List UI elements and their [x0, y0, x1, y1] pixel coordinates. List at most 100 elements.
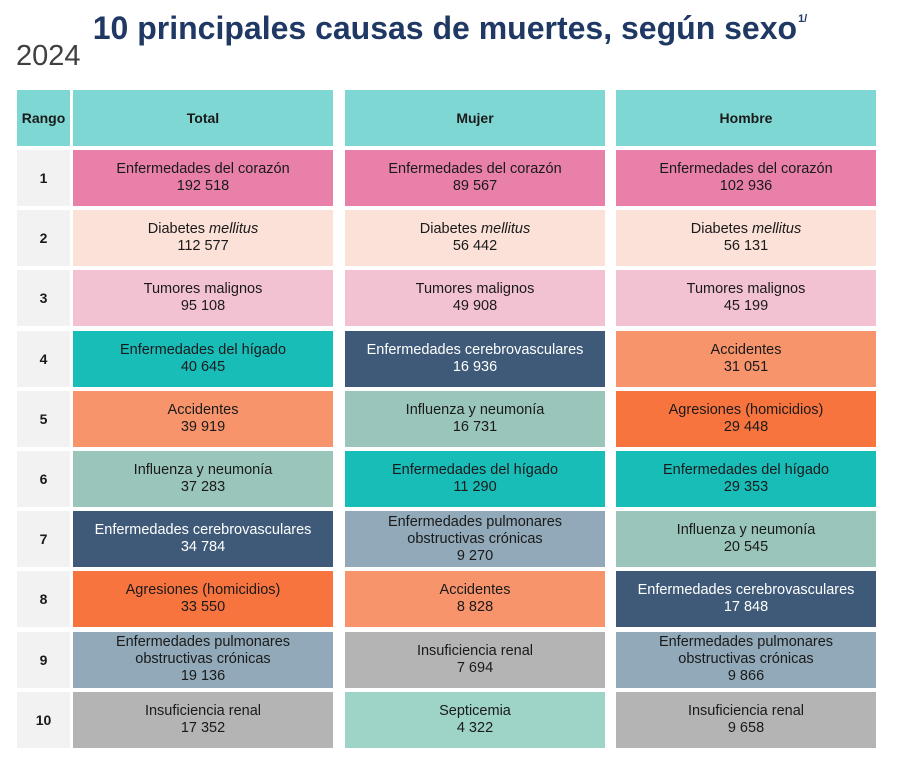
cause-value: 31 051 [723, 358, 769, 375]
cause-name-line2: obstructivas crónicas [135, 651, 271, 668]
header-total: Total [73, 90, 333, 146]
cause-name: Enfermedades del corazón [116, 161, 290, 177]
cause-value: 20 545 [723, 539, 769, 556]
cause-name: Enfermedades del corazón [659, 161, 833, 177]
cause-value: 17 848 [723, 599, 769, 616]
cause-name: Tumores malignos [143, 281, 263, 298]
rank-cell: 10 [17, 691, 70, 748]
cause-value: 9 658 [727, 719, 765, 736]
cause-value: 17 352 [180, 719, 226, 736]
cause-value: 89 567 [452, 178, 498, 194]
cause-name: Septicemia [439, 702, 511, 719]
cause-cell-total: Accidentes 39 919 [73, 390, 333, 447]
cause-cell-hombre: Tumores malignos 45 199 [616, 270, 876, 327]
cause-value: 56 442 [452, 238, 498, 255]
chart-year: 2024 [16, 40, 81, 72]
cause-value: 95 108 [180, 298, 226, 315]
rank-cell: 3 [17, 270, 70, 327]
rank-cell: 8 [17, 571, 70, 628]
cause-value: 29 448 [723, 418, 769, 435]
cause-name: Enfermedades del corazón [388, 161, 562, 177]
cause-value: 4 322 [456, 719, 494, 736]
rank-cell: 2 [17, 210, 70, 267]
cause-name: Enfermedades del hígado [119, 341, 287, 358]
cause-name: Enfermedades pulmonares [658, 634, 834, 651]
cause-cell-total: Enfermedades cerebrovasculares 34 784 [73, 511, 333, 568]
cause-cell-hombre: Enfermedades del corazón 102 936 [616, 150, 876, 206]
cause-name-italic: mellitus [752, 221, 802, 238]
cause-name: Influenza y neumonía [405, 401, 545, 418]
cause-value: 39 919 [180, 418, 226, 435]
rank-cell: 1 [17, 150, 70, 206]
cause-name: Enfermedades cerebrovasculares [366, 341, 584, 358]
cause-cell-mujer: Septicemia 4 322 [345, 691, 605, 748]
cause-name: Agresiones (homicidios) [125, 582, 281, 599]
cause-name: Diabetes mellitus [419, 221, 531, 238]
cause-name: Diabetes mellitus [147, 221, 259, 238]
cause-cell-mujer: Influenza y neumonía 16 731 [345, 390, 605, 447]
cause-value: 102 936 [719, 178, 773, 194]
cause-cell-total: Influenza y neumonía 37 283 [73, 451, 333, 507]
cause-value: 40 645 [180, 358, 226, 375]
cause-value: 49 908 [452, 298, 498, 315]
cause-cell-hombre: Enfermedades del hígado 29 353 [616, 451, 876, 507]
cause-value: 37 283 [180, 479, 226, 495]
cause-value: 16 731 [452, 418, 498, 435]
chart-title: 10 principales causas de muertes, según … [92, 10, 808, 46]
cause-name: Influenza y neumonía [133, 462, 273, 478]
cause-name: Agresiones (homicidios) [668, 401, 824, 418]
cause-value: 7 694 [456, 659, 494, 676]
title-footnote-mark: 1/ [798, 13, 808, 25]
cause-cell-mujer: Enfermedades cerebrovasculares 16 936 [345, 330, 605, 387]
cause-value: 16 936 [452, 358, 498, 375]
cause-name: Enfermedades cerebrovasculares [94, 522, 312, 539]
cause-cell-total: Enfermedades pulmonares obstructivas crón… [73, 631, 333, 688]
cause-cell-total: Enfermedades del corazón 192 518 [73, 150, 333, 206]
cause-cell-hombre: Enfermedades pulmonares obstructivas crón… [616, 631, 876, 688]
cause-cell-total: Insuficiencia renal 17 352 [73, 691, 333, 748]
cause-value: 29 353 [723, 479, 769, 495]
cause-name-italic: mellitus [481, 221, 531, 238]
cause-cell-hombre: Agresiones (homicidios) 29 448 [616, 390, 876, 447]
cause-cell-mujer: Tumores malignos 49 908 [345, 270, 605, 327]
cause-name-line2: obstructivas crónicas [678, 651, 814, 668]
cause-cell-hombre: Insuficiencia renal 9 658 [616, 691, 876, 748]
cause-name: Enfermedades pulmonares [387, 513, 563, 530]
cause-name: Accidentes [439, 582, 511, 599]
cause-value: 192 518 [176, 178, 230, 194]
cause-value: 9 270 [456, 547, 494, 564]
cause-cell-total: Tumores malignos 95 108 [73, 270, 333, 327]
rank-cell: 4 [17, 330, 70, 387]
rank-cell: 6 [17, 451, 70, 507]
cause-name-italic: mellitus [209, 221, 259, 238]
cause-cell-hombre: Diabetes mellitus 56 131 [616, 210, 876, 267]
cause-value: 8 828 [456, 599, 494, 616]
cause-cell-mujer: Insuficiencia renal 7 694 [345, 631, 605, 688]
cause-cell-mujer: Diabetes mellitus 56 442 [345, 210, 605, 267]
cause-name: Tumores malignos [686, 281, 806, 298]
cause-value: 34 784 [180, 539, 226, 556]
cause-cell-mujer: Accidentes 8 828 [345, 571, 605, 628]
cause-cell-hombre: Enfermedades cerebrovasculares 17 848 [616, 571, 876, 628]
rank-cell: 7 [17, 511, 70, 568]
cause-cell-total: Enfermedades del hígado 40 645 [73, 330, 333, 387]
cause-cell-mujer: Enfermedades pulmonares obstructivas crón… [345, 511, 605, 568]
cause-value: 112 577 [177, 238, 229, 255]
cause-value: 33 550 [180, 599, 226, 616]
cause-name: Insuficiencia renal [416, 642, 534, 659]
cause-name: Insuficiencia renal [144, 702, 262, 719]
cause-name: Insuficiencia renal [687, 702, 805, 719]
cause-name: Enfermedades del hígado [391, 462, 559, 478]
header-rango: Rango [17, 90, 70, 146]
cause-value: 19 136 [180, 668, 226, 685]
cause-value: 45 199 [723, 298, 769, 315]
cause-value: 56 131 [723, 238, 769, 255]
header-hombre: Hombre [616, 90, 876, 146]
cause-name: Enfermedades del hígado [662, 462, 830, 478]
cause-cell-total: Agresiones (homicidios) 33 550 [73, 571, 333, 628]
header-mujer: Mujer [345, 90, 605, 146]
cause-value: 11 290 [453, 479, 497, 495]
cause-name: Accidentes [710, 341, 782, 358]
rank-cell: 9 [17, 631, 70, 688]
cause-cell-mujer: Enfermedades del corazón 89 567 [345, 150, 605, 206]
